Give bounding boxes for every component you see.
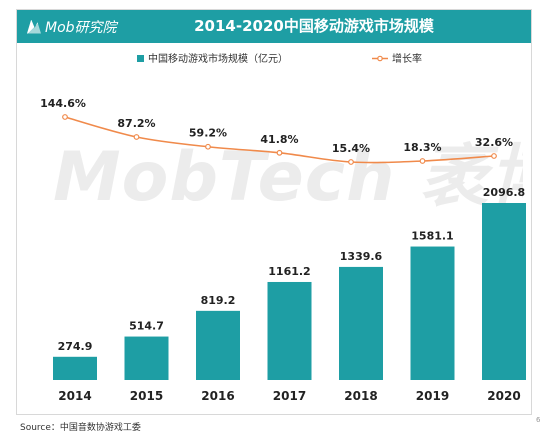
growth-rate-label: 144.6% bbox=[40, 97, 86, 110]
bar bbox=[410, 246, 455, 380]
chart-title: 2014-2020中国移动游戏市场规模 bbox=[194, 17, 434, 35]
growth-rate-label: 15.4% bbox=[332, 142, 370, 155]
growth-rate-point bbox=[348, 159, 354, 165]
bar bbox=[196, 310, 240, 380]
bar-value-label: 274.9 bbox=[58, 340, 93, 353]
x-tick-label: 2014 bbox=[58, 389, 91, 403]
legend-bar-swatch bbox=[137, 55, 144, 62]
x-tick-label: 2017 bbox=[273, 389, 306, 403]
bar-value-label: 2096.8 bbox=[483, 186, 525, 199]
bar bbox=[267, 281, 312, 380]
growth-rate-label: 59.2% bbox=[189, 127, 227, 140]
x-tick-label: 2020 bbox=[487, 389, 520, 403]
logo-text: Mob研究院 bbox=[45, 19, 117, 36]
bar bbox=[482, 203, 526, 380]
bar-value-label: 1339.6 bbox=[340, 250, 383, 263]
mob-logo-icon bbox=[27, 19, 41, 34]
bar bbox=[339, 266, 383, 380]
title-bar: Mob研究院 2014-2020中国移动游戏市场规模 bbox=[17, 10, 531, 43]
bar-value-label: 1161.2 bbox=[268, 265, 310, 278]
logo: Mob研究院 bbox=[27, 16, 117, 37]
watermark: MobTech 袤博 bbox=[53, 138, 523, 217]
x-tick-label: 2015 bbox=[130, 389, 163, 403]
page-number: 6 bbox=[536, 416, 541, 424]
bar bbox=[53, 356, 97, 380]
bar-value-label: 1581.1 bbox=[411, 230, 453, 243]
bar-value-label: 514.7 bbox=[129, 320, 164, 333]
growth-rate-label: 18.3% bbox=[403, 141, 441, 154]
growth-rate-label: 87.2% bbox=[117, 117, 155, 130]
growth-rate-point bbox=[491, 153, 497, 159]
growth-rate-point bbox=[276, 149, 283, 156]
source-note: Source：中国音数协游戏工委 bbox=[20, 423, 141, 433]
growth-rate-label: 32.6% bbox=[475, 136, 513, 149]
legend-bar-label: 中国移动游戏市场规模（亿元） bbox=[148, 52, 288, 65]
legend-line-label: 增长率 bbox=[392, 52, 422, 65]
bar-value-label: 819.2 bbox=[201, 294, 236, 307]
x-tick-label: 2019 bbox=[416, 389, 449, 403]
legend-line-marker bbox=[377, 55, 383, 62]
growth-rate-point bbox=[133, 134, 140, 140]
growth-rate-point bbox=[205, 143, 211, 150]
growth-rate-label: 41.8% bbox=[260, 133, 298, 146]
x-tick-label: 2018 bbox=[344, 389, 377, 403]
x-tick-label: 2016 bbox=[201, 389, 234, 403]
growth-rate-point bbox=[419, 158, 426, 164]
bar bbox=[124, 336, 169, 380]
growth-rate-point bbox=[62, 114, 68, 120]
chart-frame: Mob研究院 2014-2020中国移动游戏市场规模 MobTech 袤博 bbox=[16, 9, 532, 415]
